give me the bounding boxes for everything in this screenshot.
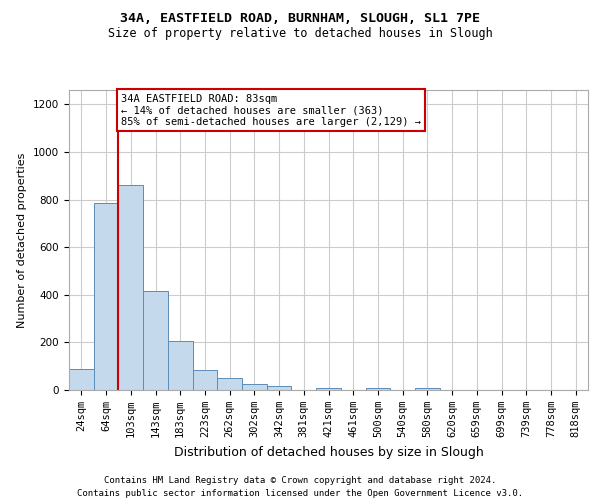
Y-axis label: Number of detached properties: Number of detached properties [17, 152, 28, 328]
Text: 34A EASTFIELD ROAD: 83sqm
← 14% of detached houses are smaller (363)
85% of semi: 34A EASTFIELD ROAD: 83sqm ← 14% of detac… [121, 94, 421, 127]
Bar [118, 185, 143, 390]
Bar [267, 386, 292, 390]
Bar [316, 388, 341, 390]
Bar [365, 388, 390, 390]
Bar [143, 291, 168, 390]
Bar [217, 378, 242, 390]
Bar [168, 341, 193, 390]
Text: 34A, EASTFIELD ROAD, BURNHAM, SLOUGH, SL1 7PE: 34A, EASTFIELD ROAD, BURNHAM, SLOUGH, SL… [120, 12, 480, 26]
Text: Contains public sector information licensed under the Open Government Licence v3: Contains public sector information licen… [77, 489, 523, 498]
Bar [242, 384, 267, 390]
Bar [94, 203, 118, 390]
Text: Size of property relative to detached houses in Slough: Size of property relative to detached ho… [107, 28, 493, 40]
X-axis label: Distribution of detached houses by size in Slough: Distribution of detached houses by size … [173, 446, 484, 458]
Text: Contains HM Land Registry data © Crown copyright and database right 2024.: Contains HM Land Registry data © Crown c… [104, 476, 496, 485]
Bar [69, 368, 94, 390]
Bar [415, 388, 440, 390]
Bar [193, 370, 217, 390]
